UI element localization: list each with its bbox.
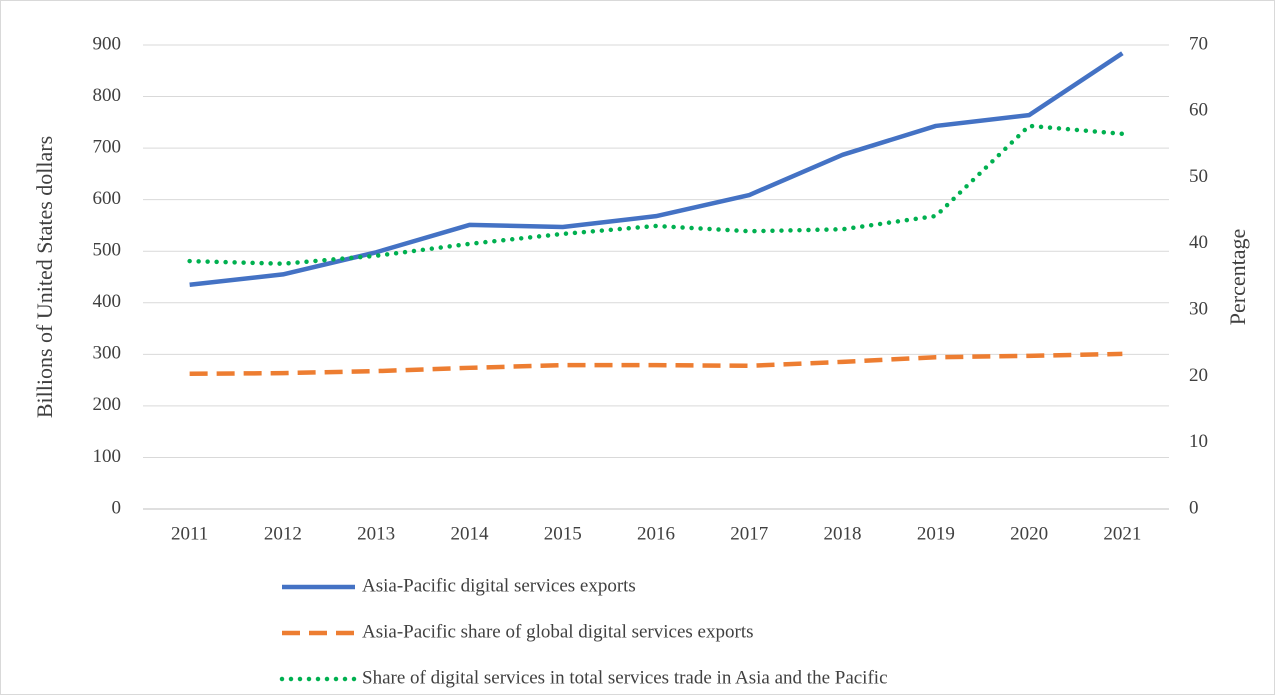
series-line <box>189 51 1124 287</box>
y-tick-label: 700 <box>93 136 122 157</box>
y2-tick-label: 10 <box>1189 431 1208 452</box>
legend-label: Asia-Pacific digital services exports <box>362 575 636 596</box>
x-tick-label: 2020 <box>1010 523 1048 544</box>
y-tick-label: 400 <box>93 291 122 312</box>
x-tick-label: 2018 <box>824 523 862 544</box>
y2-tick-label: 0 <box>1189 497 1199 518</box>
y-tick-label: 600 <box>93 188 122 209</box>
x-tick-label: 2021 <box>1103 523 1141 544</box>
y2-tick-label: 30 <box>1189 299 1208 320</box>
y2-tick-label: 40 <box>1189 232 1208 253</box>
y-tick-label: 100 <box>93 446 122 467</box>
y2-axis-title: Percentage <box>1225 229 1250 326</box>
y2-tick-label: 20 <box>1189 365 1208 386</box>
x-tick-label: 2016 <box>637 523 675 544</box>
x-tick-label: 2019 <box>917 523 955 544</box>
x-tick-label: 2017 <box>730 523 768 544</box>
x-tick-label: 2013 <box>357 523 395 544</box>
y-tick-label: 900 <box>93 33 122 54</box>
y2-tick-label: 60 <box>1189 100 1208 121</box>
series-line <box>189 351 1123 377</box>
x-tick-label: 2011 <box>171 523 208 544</box>
legend-label: Asia-Pacific share of global digital ser… <box>362 621 754 642</box>
legend-label: Share of digital services in total servi… <box>362 667 888 688</box>
y-tick-label: 500 <box>93 240 122 261</box>
x-tick-label: 2014 <box>450 523 489 544</box>
y2-tick-label: 50 <box>1189 166 1208 187</box>
y2-tick-label: 70 <box>1189 33 1208 54</box>
x-tick-label: 2015 <box>544 523 582 544</box>
x-tick-label: 2012 <box>264 523 302 544</box>
y-tick-label: 200 <box>93 394 122 415</box>
y-tick-label: 0 <box>112 497 122 518</box>
y-axis-title: Billions of United States dollars <box>32 136 57 418</box>
series-line <box>187 123 1125 266</box>
y-tick-label: 300 <box>93 343 122 364</box>
y-tick-label: 800 <box>93 85 122 106</box>
